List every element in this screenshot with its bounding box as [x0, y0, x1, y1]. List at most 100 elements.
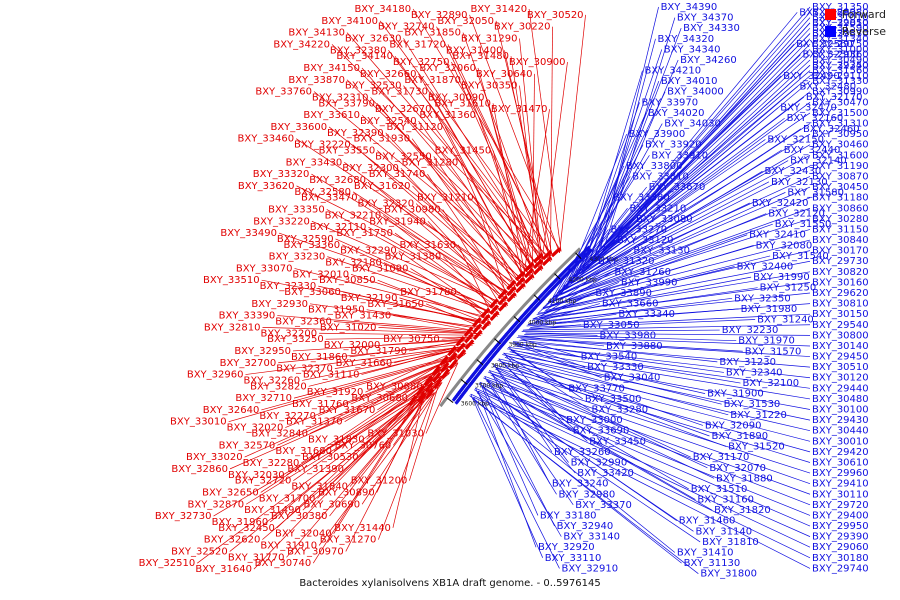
gene-label-reverse: BXY_30100	[812, 405, 869, 416]
connector-reverse	[529, 319, 756, 330]
gene-label-forward: BXY_30970	[287, 546, 344, 557]
connector-forward	[301, 370, 440, 464]
gene-label-reverse: BXY_30180	[812, 553, 869, 564]
connector-forward	[495, 20, 553, 255]
gene-label-forward: BXY_31360	[419, 110, 476, 121]
gene-label-forward: BXY_32640	[203, 405, 260, 416]
gene-glyph-reverse	[555, 272, 564, 281]
connector-forward	[475, 197, 508, 300]
gene-label-forward: BXY_31620	[354, 181, 411, 192]
gene-glyph-forward	[473, 317, 482, 326]
gene-label-forward: BXY_33060	[284, 287, 341, 298]
connector-forward	[532, 73, 535, 268]
gene-glyph-reverse	[529, 299, 538, 308]
gene-label-forward: BXY_32330	[260, 281, 317, 292]
gene-label-reverse: BXY_32160	[787, 113, 844, 124]
gene-label-reverse: BXY_30990	[812, 87, 869, 98]
gene-label-forward: BXY_32270	[259, 411, 316, 422]
gene-label-forward: BXY_33610	[303, 110, 360, 121]
gene-glyph-reverse	[527, 307, 536, 317]
gene-glyph-reverse	[466, 373, 475, 383]
connector-forward	[359, 197, 508, 300]
connector-reverse	[586, 80, 811, 268]
gene-label-reverse: BXY_29380	[812, 7, 869, 18]
connector-forward	[310, 303, 483, 328]
gene-glyph-forward	[433, 371, 442, 381]
gene-label-forward: BXY_31940	[369, 216, 426, 227]
gene-label-forward: BXY_31370	[286, 417, 343, 428]
gene-label-reverse: BXY_32400	[737, 262, 794, 273]
gene-label-reverse: BXY_30810	[812, 299, 869, 310]
gene-label-forward: BXY_32000	[324, 340, 381, 351]
connector-reverse	[485, 380, 713, 511]
gene-label-forward: BXY_32520	[171, 546, 228, 557]
gene-glyph-reverse	[547, 285, 556, 295]
connector-forward	[469, 14, 560, 254]
gene-label-forward: BXY_32700	[220, 358, 277, 369]
gene-label-reverse: BXY_30480	[812, 394, 869, 405]
connector-forward	[344, 359, 449, 423]
connector-forward	[270, 387, 433, 523]
gene-label-forward: BXY_33620	[238, 181, 295, 192]
connector-reverse	[573, 112, 647, 276]
gene-label-reverse: BXY_33000	[566, 415, 623, 426]
connector-forward	[510, 56, 544, 264]
gene-label-reverse: BXY_31140	[695, 526, 752, 537]
gene-label-forward: BXY_32620	[204, 535, 261, 546]
connector-reverse	[537, 260, 811, 314]
connector-forward	[447, 44, 553, 261]
gene-glyph-reverse	[473, 370, 482, 380]
gene-label-reverse: BXY_33800	[626, 161, 683, 172]
gene-glyph-forward	[490, 304, 499, 314]
gene-glyph-forward	[550, 248, 560, 258]
gene-label-reverse: BXY_32430	[765, 166, 822, 177]
gene-glyph-forward	[424, 375, 433, 385]
forward-swatch	[824, 9, 836, 20]
gene-label-forward: BXY_33760	[255, 87, 312, 98]
gene-label-reverse: BXY_30470	[812, 97, 869, 108]
connector-forward	[285, 360, 448, 428]
connector-forward	[327, 256, 500, 316]
kbp-ticks: 4300 kbp 4200 kbp 4100 kbp 4000 kbp 3900 kbp…	[446, 252, 618, 408]
gene-label-reverse: BXY_32350	[734, 293, 791, 304]
gene-label-reverse: BXY_32940	[557, 521, 614, 532]
gene-label-reverse: BXY_30820	[812, 267, 869, 278]
gene-label-reverse: BXY_34020	[648, 108, 705, 119]
connector-reverse	[484, 376, 557, 495]
connector-reverse	[525, 332, 811, 336]
tick-mark	[513, 316, 521, 323]
gene-label-forward: BXY_32040	[275, 529, 332, 540]
gene-label-reverse: BXY_30170	[812, 246, 869, 257]
gene-label-forward: BXY_32890	[411, 10, 468, 21]
gene-label-forward: BXY_32360	[275, 316, 332, 327]
genome-backbone	[439, 247, 582, 408]
connector-forward	[523, 109, 550, 277]
gene-glyph-forward	[473, 323, 483, 333]
tick-label: 4000 kbp	[528, 320, 556, 327]
connector-reverse	[540, 271, 811, 317]
gene-label-reverse: BXY_30440	[812, 426, 869, 437]
gene-label-forward: BXY_31030	[367, 429, 424, 440]
gene-label-reverse: BXY_33810	[632, 171, 689, 182]
connector-reverse	[597, 38, 811, 257]
gene-label-reverse: BXY_31590	[812, 23, 869, 34]
gene-glyph-reverse	[469, 376, 478, 386]
gene-label-reverse: BXY_32080	[756, 240, 813, 251]
gene-label-forward: BXY_31680	[275, 446, 332, 457]
gene-label-forward: BXY_30530	[302, 452, 359, 463]
gene-glyph-forward	[541, 251, 551, 261]
gene-label-reverse: BXY_31800	[700, 569, 757, 580]
gene-label-forward: BXY_31750	[336, 228, 393, 239]
gene-glyph-reverse	[492, 347, 501, 357]
connector-forward	[378, 392, 435, 540]
connector-reverse	[570, 144, 811, 284]
connector-forward	[361, 114, 535, 279]
gene-glyph-reverse	[550, 277, 559, 287]
tick-label: 3900 kbp	[508, 342, 536, 349]
connector-forward	[444, 126, 526, 282]
connector-forward	[550, 26, 553, 256]
gene-label-forward: BXY_30090	[428, 92, 485, 103]
gene-label-reverse: BXY_34000	[667, 87, 724, 98]
connector-forward	[366, 309, 481, 330]
